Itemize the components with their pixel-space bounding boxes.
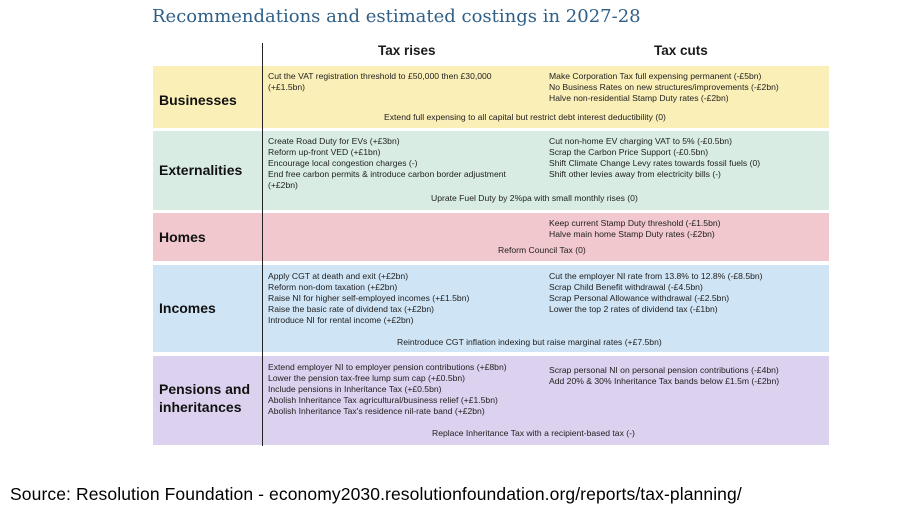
list-item: (+£1.5bn) [268, 82, 306, 93]
list-item: End free carbon permits & introduce carb… [268, 169, 506, 180]
list-item: Cut non-home EV charging VAT to 5% (-£0.… [549, 136, 732, 146]
list-item: Introduce NI for rental income (+£2bn) [268, 315, 414, 326]
list-item: Scrap Child Benefit withdrawal (-£4.5bn) [549, 282, 703, 293]
tax-cuts-cell: Cut the employer NI rate from 13.8% to 1… [549, 271, 827, 315]
list-item: Cut the VAT registration threshold to £5… [268, 71, 492, 81]
row-businesses: Businesses Cut the VAT registration thre… [153, 66, 829, 128]
list-item: Scrap Personal Allowance withdrawal (-£2… [549, 293, 730, 304]
list-item: Scrap personal NI on personal pension co… [549, 365, 779, 375]
list-item: Make Corporation Tax full expensing perm… [549, 71, 762, 81]
list-item: Extend employer NI to employer pension c… [268, 362, 507, 372]
list-item: (+£2bn) [268, 180, 298, 191]
tax-rises-cell: Extend employer NI to employer pension c… [268, 362, 548, 417]
list-item: Abolish Inheritance Tax agricultural/bus… [268, 395, 498, 406]
row-incomes: Incomes Apply CGT at death and exit (+£2… [153, 265, 829, 352]
source-note: Source: Resolution Foundation - economy2… [10, 484, 742, 504]
list-item: Shift other levies away from electricity… [549, 169, 721, 180]
row-label: Externalities [159, 162, 243, 178]
row-label: Pensions and inheritances [159, 381, 251, 415]
list-item: Create Road Duty for EVs (+£3bn) [268, 136, 400, 146]
row-label: Incomes [159, 300, 216, 316]
list-item: Halve main home Stamp Duty rates (-£2bn) [549, 229, 715, 240]
list-item: Reform up-front VED (+£1bn) [268, 147, 381, 158]
list-item: Reform non-dom taxation (+£2bn) [268, 282, 398, 293]
shared-recommendation: Replace Inheritance Tax with a recipient… [432, 428, 635, 438]
list-item: Lower the top 2 rates of dividend tax (-… [549, 304, 718, 315]
shared-recommendation: Reintroduce CGT inflation indexing but r… [397, 337, 662, 347]
shared-recommendation: Extend full expensing to all capital but… [384, 112, 666, 122]
list-item: Shift Climate Change Levy rates towards … [549, 158, 761, 169]
column-header-tax-rises: Tax rises [378, 43, 436, 58]
row-externalities: Externalities Create Road Duty for EVs (… [153, 131, 829, 210]
tax-rises-cell: Cut the VAT registration threshold to £5… [268, 71, 548, 93]
tax-rises-cell: Create Road Duty for EVs (+£3bn) Reform … [268, 136, 548, 191]
list-item: Keep current Stamp Duty threshold (-£1.5… [549, 218, 721, 228]
column-divider [262, 43, 263, 446]
list-item: Halve non-residential Stamp Duty rates (… [549, 93, 729, 104]
tax-cuts-cell: Make Corporation Tax full expensing perm… [549, 71, 827, 104]
tax-cuts-cell: Cut non-home EV charging VAT to 5% (-£0.… [549, 136, 827, 180]
list-item: Add 20% & 30% Inheritance Tax bands belo… [549, 376, 780, 387]
list-item: Include pensions in Inheritance Tax (+£0… [268, 384, 442, 395]
row-pensions-and-inheritances: Pensions and inheritances Extend employe… [153, 356, 829, 445]
list-item: Encourage local congestion charges (-) [268, 158, 418, 169]
list-item: Raise the basic rate of dividend tax (+£… [268, 304, 435, 315]
shared-recommendation: Uprate Fuel Duty by 2%pa with small mont… [431, 193, 638, 203]
row-label: Homes [159, 229, 206, 245]
list-item: Cut the employer NI rate from 13.8% to 1… [549, 271, 763, 281]
tax-rises-cell: Apply CGT at death and exit (+£2bn) Refo… [268, 271, 548, 326]
list-item: Raise NI for higher self-employed income… [268, 293, 470, 304]
list-item: Abolish Inheritance Tax's residence nil-… [268, 406, 485, 417]
row-homes: Homes Keep current Stamp Duty threshold … [153, 213, 829, 261]
tax-cuts-cell: Scrap personal NI on personal pension co… [549, 365, 827, 387]
row-label: Businesses [159, 92, 237, 108]
list-item: Apply CGT at death and exit (+£2bn) [268, 271, 409, 281]
column-header-tax-cuts: Tax cuts [654, 43, 708, 58]
list-item: No Business Rates on new structures/impr… [549, 82, 779, 93]
list-item: Lower the pension tax-free lump sum cap … [268, 373, 466, 384]
list-item: Scrap the Carbon Price Support (-£0.5bn) [549, 147, 709, 158]
tax-cuts-cell: Keep current Stamp Duty threshold (-£1.5… [549, 218, 827, 240]
table-title: Recommendations and estimated costings i… [152, 6, 641, 27]
shared-recommendation: Reform Council Tax (0) [498, 245, 586, 255]
